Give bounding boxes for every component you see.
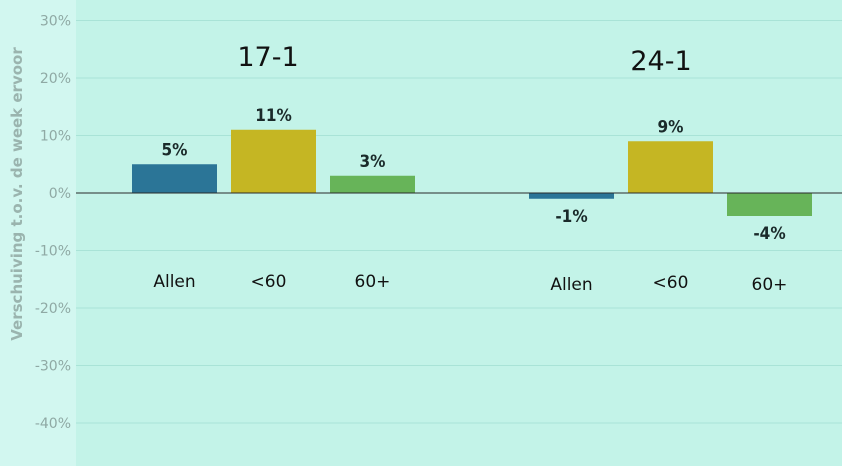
category-label: 60+ xyxy=(355,272,391,292)
y-tick-label: -20% xyxy=(35,301,71,317)
data-label: 5% xyxy=(162,140,188,160)
y-tick-labels: 30% 20% 10% 0% -10% -20% -30% -40% xyxy=(35,14,71,433)
bar xyxy=(529,193,614,199)
data-label: 11% xyxy=(255,106,292,126)
category-label: <60 xyxy=(653,273,689,293)
data-label: 9% xyxy=(658,117,684,137)
gridlines xyxy=(76,20,842,424)
bar xyxy=(330,175,415,193)
bar xyxy=(132,164,217,193)
y-tick-label: 30% xyxy=(40,14,71,30)
y-tick-label: -10% xyxy=(35,244,71,260)
category-label: <60 xyxy=(251,272,287,292)
y-tick-label: 0% xyxy=(49,186,71,202)
y-tick-label: 10% xyxy=(40,129,71,145)
bar xyxy=(628,141,713,193)
y-tick-label: -30% xyxy=(35,359,71,375)
group-title: 24-1 xyxy=(630,46,691,77)
group-titles: 17-1 24-1 xyxy=(237,42,691,77)
category-labels: Allen <60 60+ Allen <60 60+ xyxy=(153,272,787,295)
category-label: 60+ xyxy=(752,275,788,295)
data-label: -1% xyxy=(555,207,587,227)
y-tick-label: -40% xyxy=(35,416,71,432)
data-label: -4% xyxy=(753,224,785,244)
category-label: Allen xyxy=(153,272,195,292)
group-title: 17-1 xyxy=(237,42,298,73)
y-tick-label: 20% xyxy=(40,71,71,87)
bar xyxy=(231,129,316,193)
y-axis-label: Verschuiving t.o.v. de week ervoor xyxy=(8,47,26,341)
category-label: Allen xyxy=(550,275,592,295)
plot-background xyxy=(76,0,842,466)
bar xyxy=(727,193,812,216)
data-labels: 5% 11% 3% -1% 9% -4% xyxy=(162,106,786,244)
data-label: 3% xyxy=(360,152,386,172)
bars xyxy=(132,129,812,216)
